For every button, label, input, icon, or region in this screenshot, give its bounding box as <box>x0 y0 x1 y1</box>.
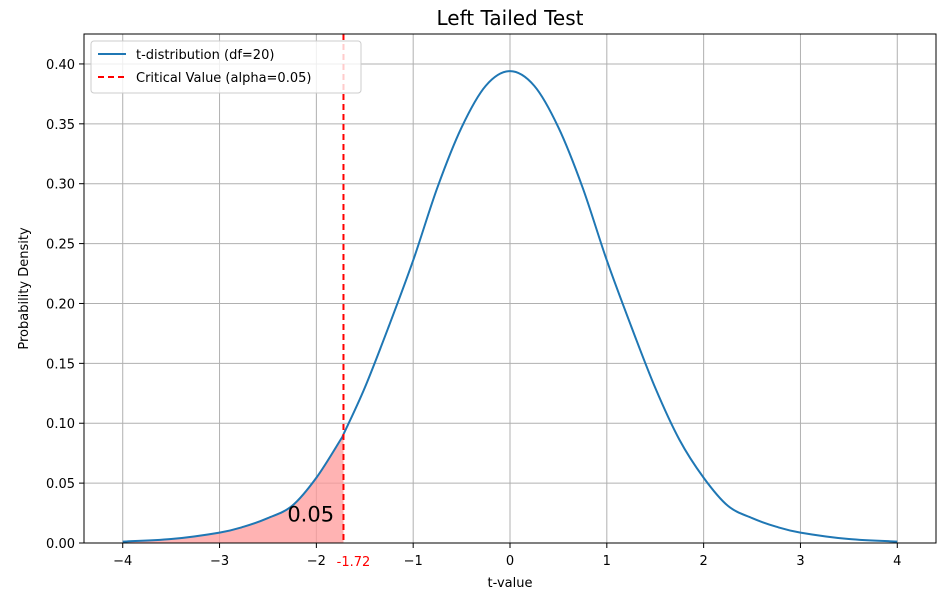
y-tick-label: 0.00 <box>46 537 75 552</box>
legend-box <box>90 40 362 94</box>
area-annotation: 0.05 <box>287 502 334 526</box>
legend-entry-t-distribution: t-distribution (df=20) <box>136 48 274 63</box>
x-tick-label: −1 <box>404 554 423 569</box>
t-distribution-curve <box>122 70 898 543</box>
x-tick-label: 3 <box>796 554 804 569</box>
y-tick-label: 0.25 <box>46 238 75 253</box>
x-tick-label: −4 <box>113 554 132 569</box>
legend: t-distribution (df=20) Critical Value (a… <box>90 40 362 94</box>
y-tick-label: 0.10 <box>46 417 75 432</box>
chart-title: Left Tailed Test <box>436 6 583 30</box>
y-axis-ticks: 0.00 0.05 0.10 0.15 0.20 0.25 0.30 0.35 0.40 <box>46 58 84 552</box>
shaded-critical-region <box>122 434 344 543</box>
x-tick-label: 4 <box>893 554 901 569</box>
x-tick-label: −2 <box>307 554 326 569</box>
x-tick-label: 1 <box>603 554 611 569</box>
grid <box>84 34 936 544</box>
critical-value-label: -1.72 <box>337 555 371 570</box>
y-tick-label: 0.05 <box>46 477 75 492</box>
x-tick-label: −3 <box>210 554 229 569</box>
legend-entry-critical-value: Critical Value (alpha=0.05) <box>136 71 311 86</box>
y-tick-label: 0.15 <box>46 357 75 372</box>
y-tick-label: 0.30 <box>46 178 75 193</box>
y-tick-label: 0.40 <box>46 58 75 73</box>
x-tick-label: 2 <box>699 554 707 569</box>
y-tick-label: 0.20 <box>46 297 75 312</box>
y-tick-label: 0.35 <box>46 118 75 133</box>
x-axis-ticks: −4 −3 −2 −1 0 1 2 3 4 <box>113 543 901 569</box>
y-axis-label: Probability Density <box>17 227 32 350</box>
x-tick-label: 0 <box>506 554 514 569</box>
x-axis-label: t-value <box>488 576 533 591</box>
